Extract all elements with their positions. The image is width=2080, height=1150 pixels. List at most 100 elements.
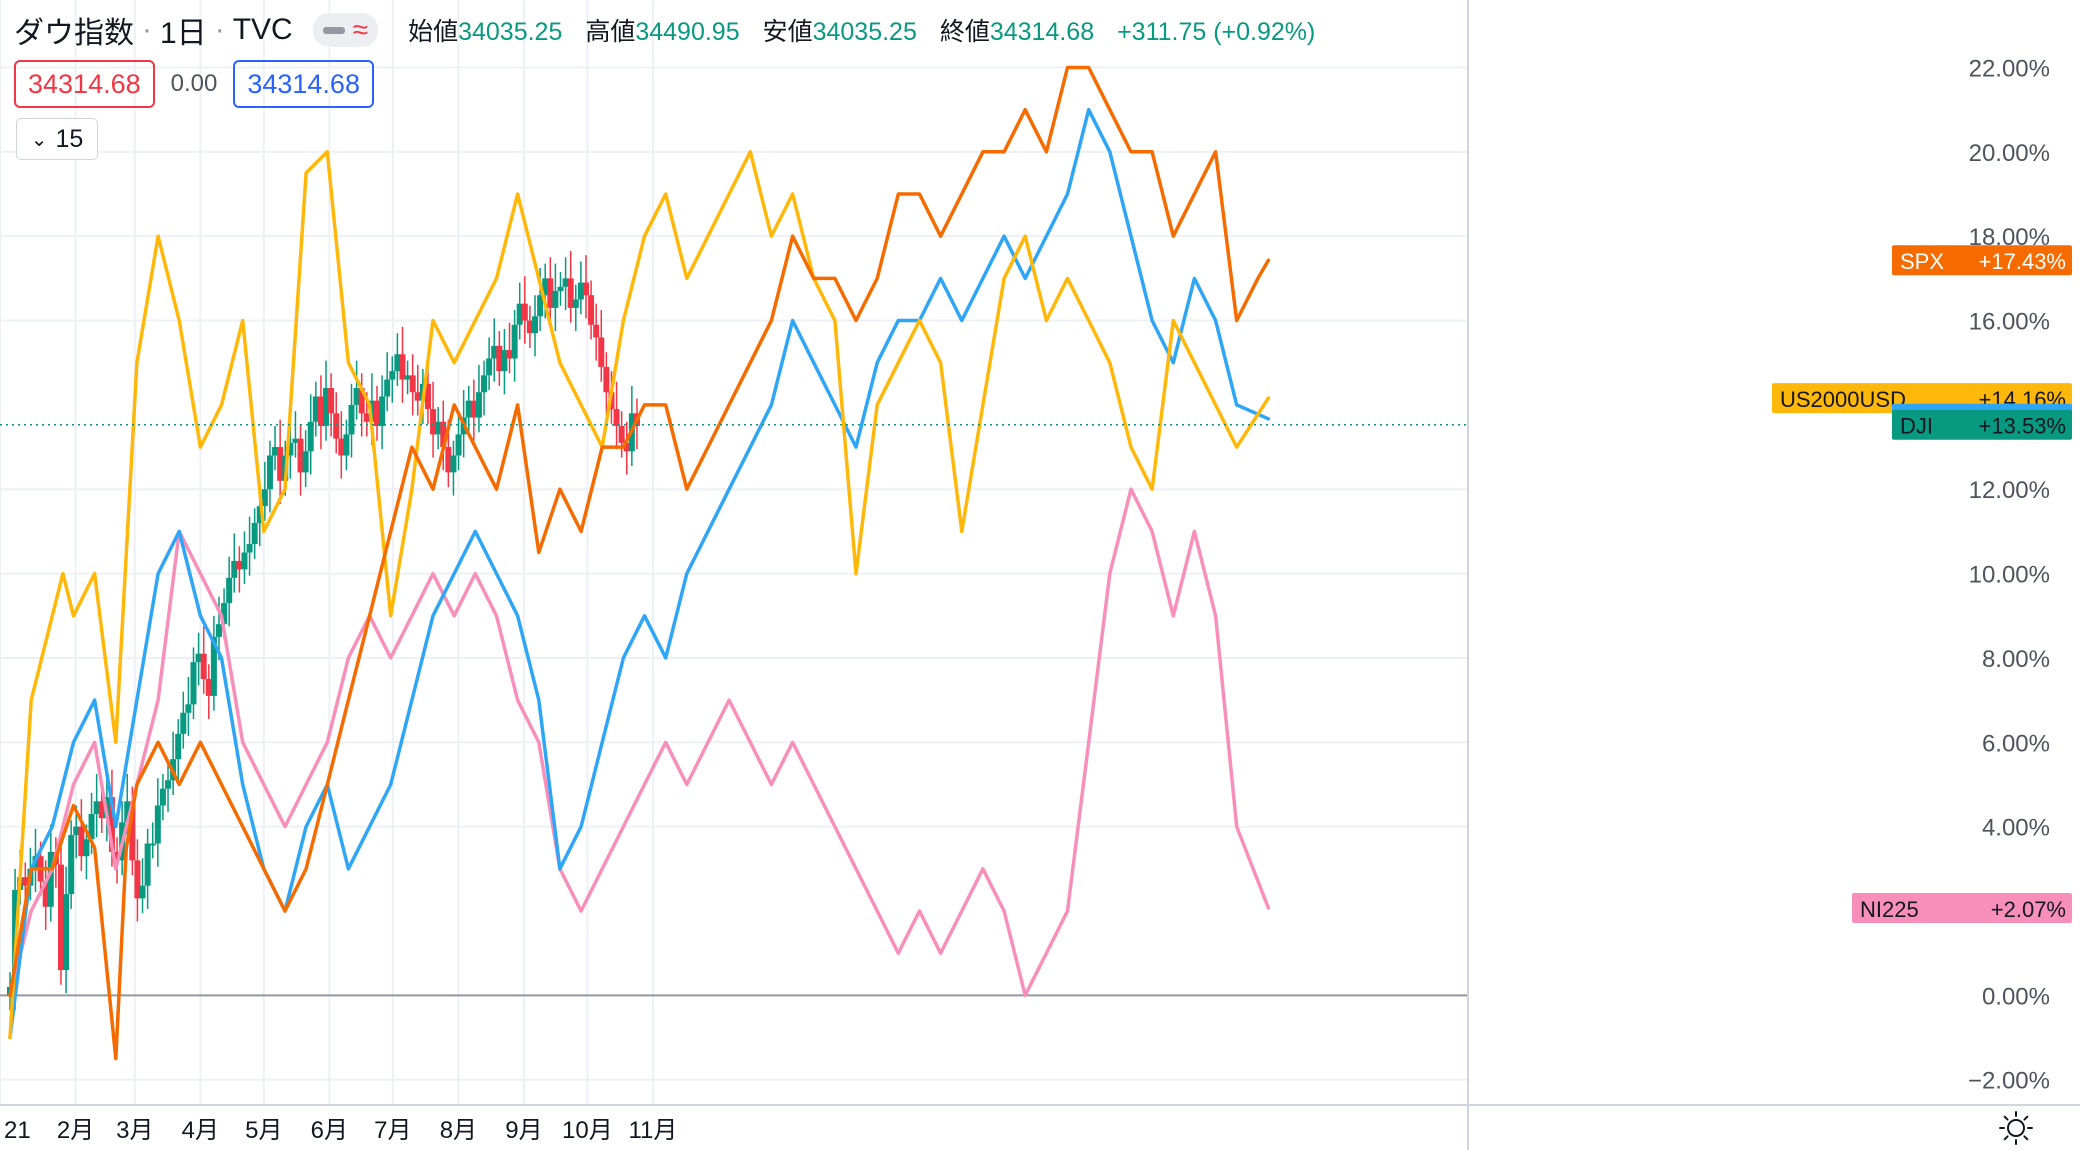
separator-dot: · (142, 13, 152, 46)
dji-candle-body (516, 303, 523, 325)
dji-candle-body (114, 851, 121, 861)
last-label-name: US2000USD (1780, 387, 1906, 412)
dji-candle-body (613, 409, 620, 426)
dji-candle-body (552, 291, 559, 308)
dji-candle-body (200, 653, 207, 680)
dji-candle-body (582, 282, 589, 296)
dji-candle-body (567, 278, 574, 308)
dji-candle-body (404, 375, 411, 380)
chart-mode-toggle[interactable]: ≈ (312, 13, 379, 47)
time-axis[interactable]: 21 2月 3月 4月 5月 6月 7月 8月 9月 10月 11月 (0, 1104, 2080, 1144)
x-tick-label: 11月 (628, 1117, 677, 1144)
dji-candle-body (470, 400, 477, 418)
dji-candle-body (47, 851, 54, 907)
last-label-dji (1892, 409, 2072, 440)
separator-dot: · (214, 13, 225, 46)
dji-candle-body (353, 388, 360, 405)
y-tick-label: 16.00% (1969, 309, 2050, 336)
dji-candle-body (572, 299, 579, 308)
low-value: 34035.25 (812, 18, 917, 46)
dji-candle-body (394, 354, 401, 372)
open-label: 始値 (408, 18, 459, 46)
last-label-name: SPX (1900, 249, 1944, 274)
dji-candle-body (129, 801, 136, 861)
series-line-us2000usd (8, 150, 1271, 1040)
high-value: 34490.95 (635, 18, 740, 46)
dji-candle-body (63, 894, 70, 971)
dji-candle-body (266, 455, 273, 490)
price-axis[interactable]: 22.00%20.00%18.00%16.00%12.00%10.00%8.00… (1467, 0, 2050, 1150)
dji-candle-body (241, 552, 248, 570)
dji-candle-body (532, 316, 539, 334)
last-label-name: NI225 (1860, 897, 1919, 922)
dji-candle-body (430, 409, 437, 435)
chart-grid (0, 0, 1468, 1105)
dji-candle-body (414, 392, 421, 401)
last-label-ni225 (1852, 893, 2072, 924)
last-label-value: +17.43% (1979, 249, 2066, 274)
y-tick-label: 4.00% (1982, 815, 2050, 842)
interval-label[interactable]: 1日 (160, 17, 207, 50)
x-tick-label: 7月 (374, 1117, 411, 1144)
dji-candle-body (317, 396, 324, 426)
last-label-spx (1892, 245, 2072, 276)
dji-candle-body (475, 392, 482, 418)
dji-candle-body (465, 400, 472, 418)
dji-candle-body (272, 447, 279, 456)
source-label: TVC (232, 13, 293, 46)
series-line-ixic (8, 107, 1271, 1040)
low-label: 安値 (762, 18, 813, 46)
dji-candle-body (384, 379, 391, 397)
dji-candle-body (256, 506, 263, 523)
dji-candle-body (358, 388, 365, 414)
dji-candle-body (496, 345, 503, 372)
y-tick-label: 6.00% (1982, 730, 2050, 757)
y-tick-label: 8.00% (1982, 646, 2050, 673)
dji-candle-body (363, 413, 370, 422)
dji-candle-body (144, 843, 151, 886)
dji-candle-body (226, 577, 233, 604)
dji-candle-body (261, 489, 268, 507)
dji-candle-body (108, 797, 115, 852)
change-value: +311.75 (+0.92%) (1117, 18, 1316, 46)
dji-candle-body (526, 320, 533, 334)
x-tick-label: 4月 (182, 1117, 219, 1144)
indicators-collapse-button[interactable]: ⌄ 15 (16, 118, 98, 160)
dji-candle-body (88, 813, 95, 840)
dji-candle-body (338, 438, 345, 456)
dji-candle-body (588, 295, 595, 325)
dji-candle-body (57, 864, 64, 971)
dji-candle-body (134, 860, 141, 899)
symbol-title[interactable]: ダウ指数 (14, 17, 134, 50)
x-tick-label: 6月 (311, 1117, 348, 1144)
dji-candle-body (83, 839, 90, 857)
dji-candle-body (623, 442, 630, 452)
dji-candle-body (389, 371, 396, 380)
y-tick-label: 20.00% (1969, 140, 2050, 167)
buy-price-button[interactable]: 34314.68 (233, 60, 374, 108)
dji-candle-body (593, 324, 600, 338)
axis-settings[interactable] (1999, 1111, 2033, 1145)
dji-candle-body (557, 286, 564, 292)
dji-candle-body (195, 653, 202, 663)
dji-candle-body (491, 345, 498, 359)
sun-icon (2007, 1119, 2025, 1137)
dji-candle-body (42, 881, 49, 907)
dji-candle-body (323, 388, 330, 426)
dji-candle-body (373, 400, 380, 426)
dji-candle-body (455, 434, 462, 456)
dji-candle-body (236, 560, 243, 570)
close-value: 34314.68 (989, 18, 1095, 46)
sun-icon-ray (2023, 1135, 2029, 1141)
sell-price-button[interactable]: 34314.68 (14, 60, 155, 108)
dji-candle-body (221, 603, 228, 625)
open-value: 34035.25 (458, 18, 563, 46)
dji-candle-body (302, 451, 309, 473)
dji-candle-body (501, 350, 508, 372)
series-last-labels: SPX+17.43%US2000USD+14.16%IXIC+13.67%DJI… (1772, 245, 2072, 924)
dji-candle-body (598, 337, 605, 367)
last-label-name: DJI (1900, 414, 1933, 439)
high-label: 高値 (585, 18, 636, 46)
y-tick-label: −2.00% (1968, 1068, 2050, 1095)
